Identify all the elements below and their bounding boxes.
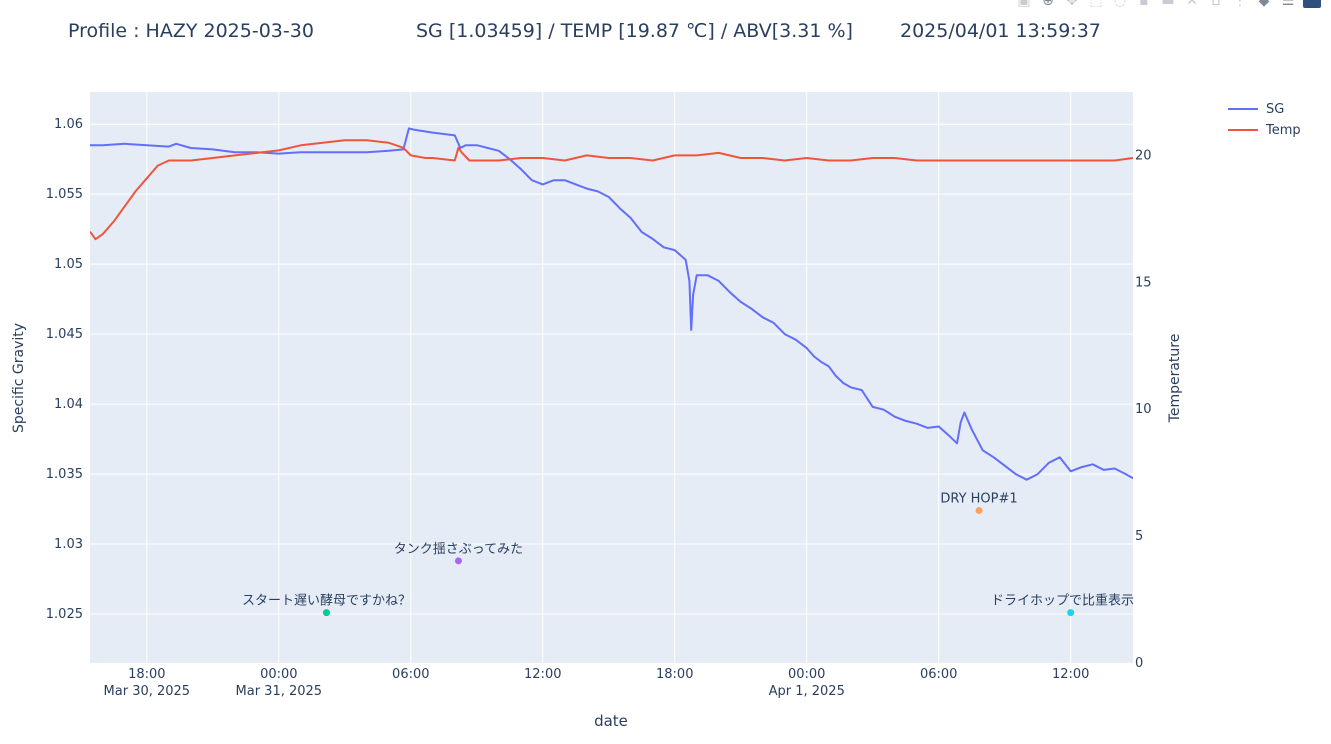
y2-axis-title: Temperature: [1167, 334, 1183, 424]
annotation-label: スタート遅い酵母ですかね？: [242, 594, 411, 609]
x-tick-date-label: Mar 30, 2025: [104, 684, 191, 699]
zoom-in-icon[interactable]: ▪: [1139, 0, 1149, 9]
x-tick-date-label: Apr 1, 2025: [769, 684, 845, 699]
modebar: ▣ ⊕ ✥ ⬚ ◌ ▪ ▬ ✕ ⌂ ⋮ ◆ ☰: [1015, 0, 1321, 8]
annotation-marker[interactable]: [1067, 609, 1075, 617]
y2-tick-label: 0: [1135, 656, 1143, 671]
legend[interactable]: SG Temp: [1228, 102, 1301, 138]
y2-tick-label: 20: [1135, 148, 1152, 163]
legend-label[interactable]: Temp: [1265, 123, 1301, 138]
x-tick-label: 12:00: [1052, 667, 1089, 682]
y-tick-label: 1.05: [54, 257, 83, 272]
y-tick-label: 1.03: [54, 537, 83, 552]
annotation-label: DRY HOP#1: [940, 491, 1017, 506]
chart-title-profile: Profile : HAZY 2025-03-30: [68, 20, 314, 42]
annotation-marker[interactable]: [322, 609, 330, 617]
y2-tick-label: 15: [1135, 275, 1152, 290]
y2-axis-ticks: 0 5 10 15 20: [1135, 148, 1152, 671]
y2-tick-label: 10: [1135, 402, 1152, 417]
y-tick-label: 1.055: [46, 187, 83, 202]
x-tick-label: 00:00: [788, 667, 825, 682]
zoom-icon[interactable]: ⊕: [1042, 0, 1054, 9]
y-tick-label: 1.06: [54, 117, 83, 132]
legend-label[interactable]: SG: [1266, 102, 1284, 117]
series-layer: [90, 127, 1133, 481]
x-axis-ticks: 18:00 Mar 30, 2025 00:00 Mar 31, 2025 06:00 1…: [104, 667, 1090, 699]
chart-title-timestamp: 2025/04/01 13:59:37: [900, 20, 1101, 42]
grid-lines: [90, 92, 1133, 663]
x-tick-label: 18:00: [656, 667, 693, 682]
series-line-temp[interactable]: [90, 139, 1133, 241]
plot-background[interactable]: [90, 92, 1133, 663]
y-axis-title: Specific Gravity: [11, 323, 27, 433]
annotation-label: タンク揺さぶってみた: [394, 542, 523, 557]
x-tick-label: 06:00: [392, 667, 429, 682]
autoscale-icon[interactable]: ✕: [1186, 0, 1198, 9]
x-tick-label: 12:00: [524, 667, 561, 682]
y-axis-ticks: 1.025 1.03 1.035 1.04 1.045 1.05 1.055 1.06: [46, 117, 83, 622]
x-tick-label: 06:00: [920, 667, 957, 682]
box-select-icon[interactable]: ⬚: [1089, 0, 1103, 9]
y-tick-label: 1.04: [54, 397, 83, 412]
zoom-out-icon[interactable]: ▬: [1161, 0, 1175, 9]
x-tick-label: 00:00: [260, 667, 297, 682]
chart-title-readings: SG [1.03459] / TEMP [19.87 ℃] / ABV[3.31…: [416, 20, 853, 42]
hover-compare-icon[interactable]: ☰: [1281, 0, 1295, 9]
series-line-sg[interactable]: [90, 127, 1133, 481]
annotation-marker[interactable]: [975, 506, 983, 514]
y-tick-label: 1.035: [46, 467, 83, 482]
annotation-marker[interactable]: [454, 557, 462, 565]
x-tick-date-label: Mar 31, 2025: [236, 684, 323, 699]
x-tick-label: 18:00: [128, 667, 165, 682]
y2-tick-label: 5: [1135, 529, 1143, 544]
x-axis-title: date: [594, 712, 628, 730]
annotations: スタート遅い酵母ですかね？ タンク揺さぶってみた DRY HOP#1 ドライホップで比…: [242, 491, 1134, 617]
hover-closest-icon[interactable]: ◆: [1258, 0, 1270, 9]
annotation-label: ドライホップで比重表示: [991, 593, 1134, 609]
y-tick-label: 1.025: [46, 607, 83, 622]
spike-lines-icon[interactable]: ⋮: [1233, 0, 1247, 9]
pan-icon[interactable]: ✥: [1066, 0, 1078, 9]
y-tick-label: 1.045: [46, 327, 83, 342]
lasso-icon[interactable]: ◌: [1113, 0, 1127, 9]
home-icon[interactable]: ⌂: [1211, 0, 1221, 9]
plotly-logo-icon[interactable]: [1303, 0, 1321, 8]
camera-icon[interactable]: ▣: [1017, 0, 1031, 9]
